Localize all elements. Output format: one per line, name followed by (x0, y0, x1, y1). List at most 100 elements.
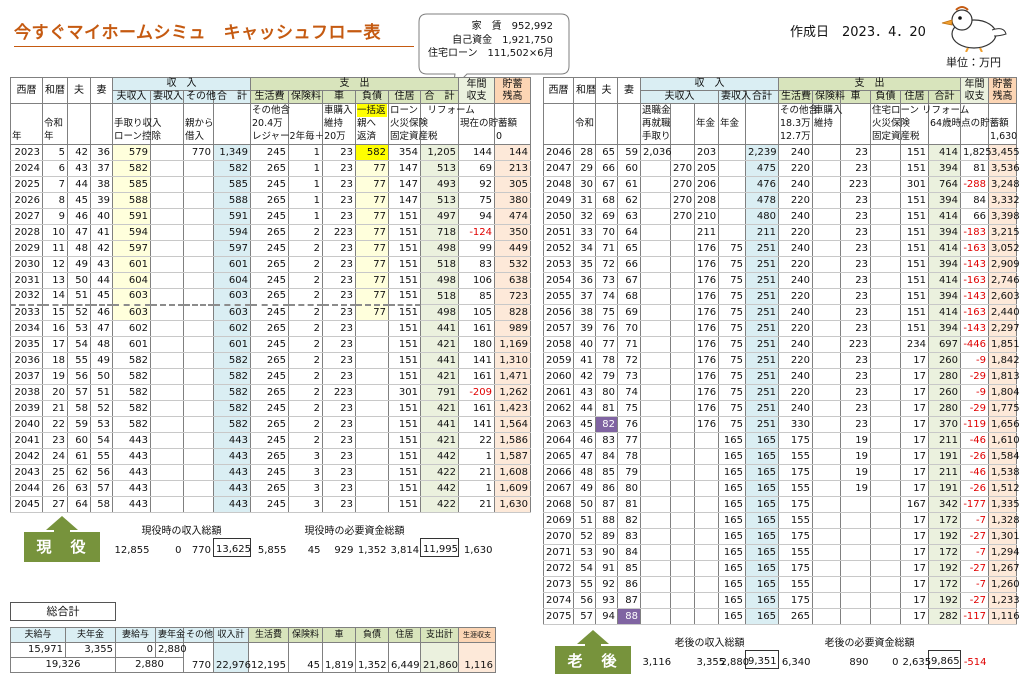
data-cell: 45 (288, 642, 323, 673)
data-cell: 165 (718, 560, 746, 577)
data-row: 2026 8 45 39 588 588 265 1 23 77 147 513 75 380 (10, 192, 532, 209)
data-cell: 718 (419, 224, 460, 241)
data-cell (640, 304, 671, 321)
header-cell: 和暦 (42, 77, 68, 104)
data-cell: 176 (694, 368, 719, 385)
data-cell (870, 496, 901, 513)
data-cell: 203 (694, 144, 719, 161)
data-cell: 49 (90, 352, 113, 369)
data-cell: 223 (840, 176, 871, 193)
data-cell: 68 (595, 192, 618, 209)
data-cell (870, 256, 901, 273)
data-cell: 245 (250, 176, 289, 193)
data-cell (150, 208, 184, 225)
data-cell: 2063 (543, 416, 574, 433)
data-cell: 76 (595, 320, 618, 337)
data-cell: 19,326 (10, 657, 116, 673)
data-cell: 47 (573, 448, 596, 465)
data-cell: 23 (322, 288, 356, 306)
title: 今すぐマイホームシミュ キャッシュフロー表 (14, 18, 414, 47)
data-cell: 2047 (543, 160, 574, 177)
data-cell (694, 480, 719, 497)
data-cell: 155 (778, 576, 813, 593)
data-cell: 165 (745, 464, 779, 481)
data-cell: 2039 (10, 400, 43, 417)
data-row: 2053 35 72 66 176 75 251 220 23 151 394 -143 2,909 (543, 256, 1020, 273)
callout-line: 家 賃 952,992 (471, 21, 553, 32)
data-cell: 1,471 (494, 368, 532, 385)
data-row: 2049 31 68 62 270 208 478 220 23 151 394 84 3,332 (543, 192, 1020, 209)
data-cell: 161 (458, 368, 496, 385)
data-row: 2036 18 55 49 582 582 265 2 23 151 441 141 1,310 (10, 352, 532, 369)
data-cell: 77 (355, 208, 389, 225)
data-row: 2057 39 76 70 176 75 251 220 23 151 394 -143 2,297 (543, 320, 1020, 337)
data-cell (870, 336, 901, 353)
data-cell: 17 (900, 608, 929, 625)
data-cell: 443 (112, 448, 151, 465)
data-cell: 53 (90, 416, 113, 433)
blank-line (44, 104, 66, 117)
data-cell: 2032 (10, 288, 43, 306)
header-cell: 合計 (927, 90, 962, 104)
data-cell: 394 (927, 320, 962, 337)
data-cell: 23 (322, 320, 356, 337)
data-cell: 265 (250, 352, 289, 369)
data-cell: 23 (42, 432, 68, 449)
data-cell: 27 (42, 496, 68, 513)
data-row: 2068 50 87 81 165 165 175 167 342 -177 1,335 (543, 496, 1020, 513)
data-cell: 151 (388, 480, 421, 497)
data-cell (812, 496, 841, 513)
data-cell: 99 (458, 240, 496, 257)
data-cell: 2,297 (988, 320, 1020, 337)
data-row: 2027 9 46 40 591 591 245 1 23 77 151 497 94 474 (10, 208, 532, 225)
data-cell: 1,512 (988, 480, 1020, 497)
data-cell: 2024 (10, 160, 43, 177)
data-cell: 35 (573, 256, 596, 273)
data-cell: 2046 (543, 144, 574, 161)
data-cell: 23 (840, 368, 871, 385)
data-cell (718, 208, 746, 225)
data-cell: 176 (694, 256, 719, 273)
data-cell: 2036 (10, 352, 43, 369)
data-cell: 53 (573, 544, 596, 561)
note-cell: ローン リフォーム 火災保険 固定資産税 (388, 103, 475, 145)
data-cell: 75 (718, 384, 746, 401)
data-cell: 23 (322, 336, 356, 353)
data-cell: 19 (840, 480, 871, 497)
data-cell (355, 368, 389, 385)
header-cell: 貯蓄 残高 (988, 77, 1018, 104)
data-cell (150, 416, 184, 433)
data-cell: 88 (617, 608, 641, 625)
data-cell: 151 (388, 256, 421, 273)
summary-value: 2,635 (902, 656, 932, 668)
data-cell: 23 (840, 352, 871, 369)
data-cell: 265 (250, 384, 289, 401)
data-cell: 52 (90, 400, 113, 417)
data-cell (812, 144, 841, 161)
data-cell: 176 (694, 336, 719, 353)
data-cell: -143 (960, 288, 990, 305)
data-cell (640, 512, 671, 529)
data-cell: -27 (960, 528, 990, 545)
data-cell: 165 (718, 464, 746, 481)
data-cell: 151 (900, 144, 929, 161)
data-cell: 240 (778, 272, 813, 289)
data-cell (812, 176, 841, 193)
data-cell: -288 (960, 176, 990, 193)
data-cell: 205 (694, 160, 719, 177)
data-cell (183, 272, 214, 289)
data-cell: 601 (112, 256, 151, 273)
data-cell: 265 (250, 160, 289, 177)
data-cell: 75 (718, 256, 746, 273)
data-row: 2025 7 44 38 585 585 245 1 23 77 147 493 92 305 (10, 176, 532, 193)
data-cell: 443 (213, 432, 251, 449)
data-cell: 87 (595, 496, 618, 513)
data-cell: 176 (694, 416, 719, 433)
data-cell (694, 544, 719, 561)
data-cell (670, 400, 695, 417)
header-cell: 保険料 (288, 90, 323, 104)
data-cell: 87 (617, 592, 641, 609)
data-cell: 414 (927, 208, 962, 225)
blank-line (460, 130, 493, 143)
data-cell (640, 432, 671, 449)
